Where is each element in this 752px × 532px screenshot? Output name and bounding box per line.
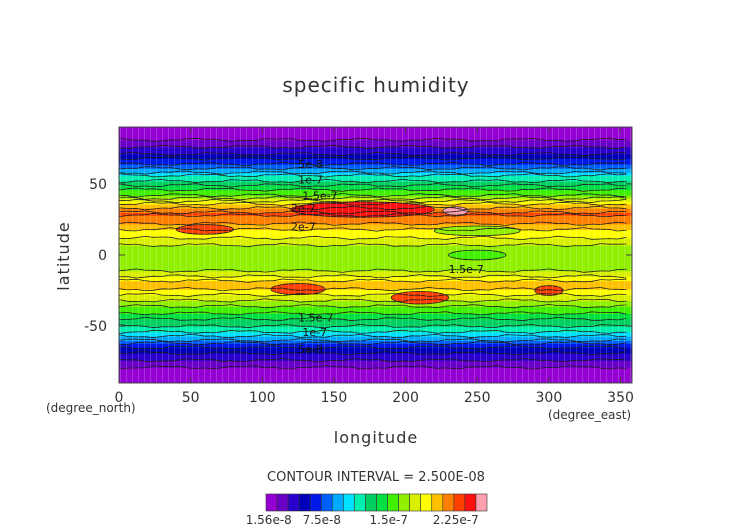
x-unit-label: (degree_east)	[548, 408, 631, 422]
y-axis-label: latitude	[54, 221, 73, 290]
colorbar-tick-label: 1.56e-8	[246, 513, 292, 527]
x-tick-label: 200	[392, 390, 419, 406]
x-tick-label: 250	[464, 390, 491, 406]
colorbar-swatch	[387, 493, 399, 512]
colorbar-swatch	[398, 493, 410, 512]
colorbar-swatch	[431, 493, 444, 512]
contour-label: 5e-8	[298, 343, 323, 356]
x-tick-label: 150	[321, 390, 348, 406]
contour-label: 1.5e-7	[449, 263, 484, 276]
colorbar-swatch	[320, 493, 333, 512]
y-tick-label: -50	[84, 319, 107, 335]
colorbar-swatch	[298, 493, 311, 512]
colorbar-swatch	[453, 493, 466, 512]
contour-label: 1e-7	[302, 326, 327, 339]
colorbar-swatch	[365, 493, 377, 512]
colorbar-tick-label: 2.25e-7	[433, 513, 479, 527]
colorbar-swatch	[309, 493, 322, 512]
colorbar-swatch	[420, 493, 433, 512]
colorbar-swatch	[376, 493, 388, 512]
x-axis-label: longitude	[334, 428, 418, 447]
colorbar-swatch	[265, 493, 278, 512]
x-tick-label: 50	[182, 390, 200, 406]
contour-label: 2e-7	[291, 221, 316, 234]
contour-labels: 5e-81e-71.5e-72e-72e-71.5e-71.5e-71e-75e…	[291, 158, 484, 356]
x-tick-label: 100	[249, 390, 276, 406]
y-unit-label: (degree_north)	[46, 401, 136, 415]
colorbar-swatch	[287, 493, 300, 512]
x-tick-label: 350	[607, 390, 634, 406]
x-tick-label: 300	[536, 390, 563, 406]
y-tick-label: 0	[98, 248, 107, 264]
contour-label: 1e-7	[298, 174, 323, 187]
colorbar-tick-labels: 1.56e-8 7.5e-8 1.5e-7 2.25e-7	[246, 513, 479, 527]
colorbar-swatch	[331, 493, 344, 512]
y-tick-label: 50	[89, 177, 107, 193]
colorbar-tick-label: 1.5e-7	[370, 513, 408, 527]
plot-area: 5e-81e-71.5e-72e-72e-71.5e-71.5e-71e-75e…	[119, 127, 632, 383]
x-axis-ticks: 0 50 100 150 200 250 300 350	[115, 127, 634, 406]
contour-label: 5e-8	[298, 158, 323, 171]
colorbar	[265, 493, 488, 512]
colorbar-tick-label: 7.5e-8	[303, 513, 341, 527]
contour-label: 2e-7	[291, 202, 316, 215]
contour-label: 1.5e-7	[298, 312, 333, 325]
y-axis-ticks: -50 0 50	[84, 177, 632, 335]
grid-overlay	[119, 127, 632, 383]
colorbar-swatch	[343, 493, 355, 512]
colorbar-swatch	[354, 493, 366, 512]
x-tick-label: 0	[115, 390, 124, 406]
contour-interval-text: CONTOUR INTERVAL = 2.500E-08	[267, 470, 485, 485]
colorbar-swatch	[276, 493, 289, 512]
colorbar-swatch	[464, 493, 477, 512]
colorbar-swatch	[475, 493, 488, 512]
contour-label: 1.5e-7	[302, 189, 337, 202]
colorbar-swatch	[442, 493, 455, 512]
colorbar-swatch	[409, 493, 421, 512]
chart-title: specific humidity	[282, 73, 469, 97]
